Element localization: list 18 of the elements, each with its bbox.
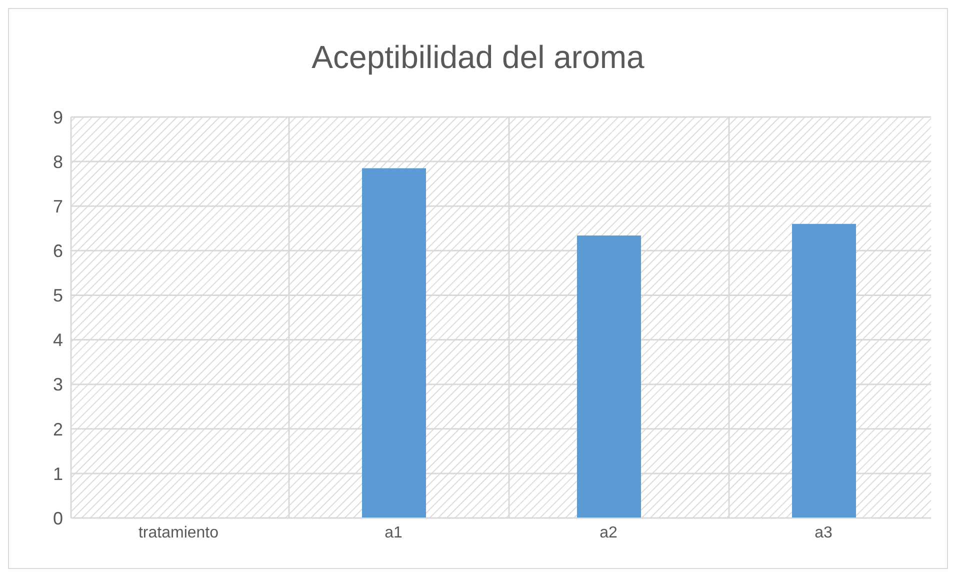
y-tick-label: 4 — [52, 330, 63, 350]
chart-title: Aceptibilidad del aroma — [310, 38, 646, 77]
bar — [577, 236, 641, 518]
x-tick-label: a1 — [384, 524, 402, 542]
y-tick-label: 3 — [52, 374, 63, 395]
x-tick-label: tratamiento — [138, 524, 219, 542]
y-tick-label: 9 — [52, 107, 63, 128]
y-tick-label: 1 — [52, 464, 63, 484]
x-tick-label: a3 — [814, 524, 832, 542]
y-tick-label: 6 — [52, 241, 63, 262]
y-tick-label: 2 — [52, 419, 63, 440]
bar — [792, 224, 856, 518]
y-tick-label: 5 — [52, 286, 63, 306]
y-tick-label: 0 — [52, 508, 63, 528]
x-tick-label: a2 — [600, 524, 618, 542]
y-tick-label: 7 — [52, 196, 63, 216]
y-tick-label: 8 — [52, 152, 63, 172]
bar — [362, 168, 426, 518]
